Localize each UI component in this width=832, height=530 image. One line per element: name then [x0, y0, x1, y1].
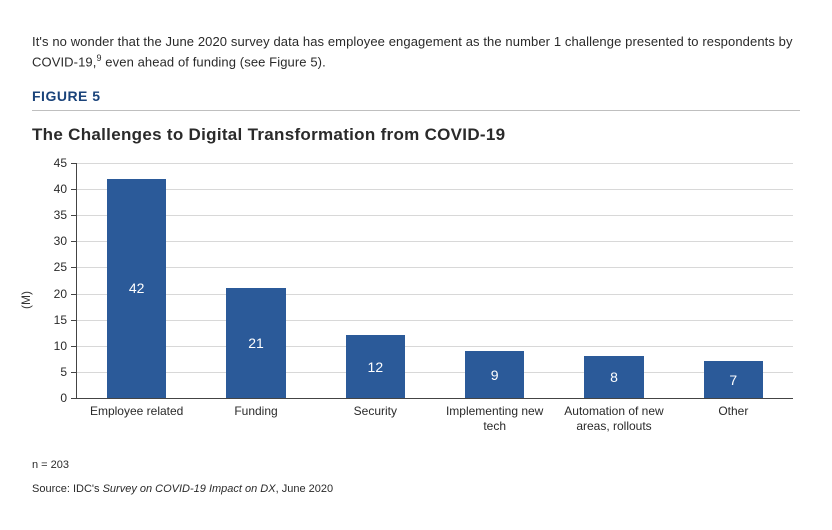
plot-area: 05101520253035404542Employee related21Fu… [76, 163, 793, 399]
y-tick-label: 40 [54, 182, 67, 196]
bar-value-label: 12 [368, 359, 384, 375]
bar: 8 [584, 356, 644, 398]
figure-label: FIGURE 5 [32, 88, 800, 104]
intro-text-after: even ahead of funding (see Figure 5). [102, 54, 326, 69]
bar-value-label: 7 [729, 372, 737, 388]
gridline [77, 215, 793, 216]
bar-value-label: 42 [129, 280, 145, 296]
source-suffix: , June 2020 [276, 483, 334, 495]
bar: 12 [346, 335, 406, 398]
bar: 9 [465, 351, 525, 398]
category-label: Other [678, 404, 788, 419]
bar-value-label: 9 [491, 367, 499, 383]
gridline [77, 346, 793, 347]
gridline [77, 294, 793, 295]
sample-size: n = 203 [32, 459, 800, 471]
gridline [77, 267, 793, 268]
category-label: Employee related [82, 404, 192, 419]
gridline [77, 372, 793, 373]
figure-divider [32, 110, 800, 111]
gridline [77, 189, 793, 190]
category-label: Funding [201, 404, 311, 419]
gridline [77, 320, 793, 321]
y-tick [71, 398, 77, 399]
chart-container: (M) 05101520253035404542Employee related… [32, 155, 797, 445]
y-tick-label: 10 [54, 339, 67, 353]
source-prefix: Source: IDC's [32, 483, 103, 495]
y-tick-label: 45 [54, 156, 67, 170]
bar-value-label: 21 [248, 335, 264, 351]
intro-paragraph: It's no wonder that the June 2020 survey… [32, 33, 800, 72]
page: It's no wonder that the June 2020 survey… [0, 0, 832, 507]
y-axis-label: (M) [19, 291, 33, 309]
source-title: Survey on COVID-19 Impact on DX [103, 483, 276, 495]
y-tick-label: 15 [54, 313, 67, 327]
y-tick-label: 5 [60, 365, 67, 379]
y-tick-label: 0 [60, 391, 67, 405]
bar: 42 [107, 179, 167, 398]
y-tick-label: 25 [54, 260, 67, 274]
y-tick-label: 35 [54, 208, 67, 222]
category-label: Security [320, 404, 430, 419]
chart-title: The Challenges to Digital Transformation… [32, 125, 800, 145]
category-label: Automation of new areas, rollouts [559, 404, 669, 434]
bar: 21 [226, 288, 286, 398]
category-label: Implementing new tech [440, 404, 550, 434]
y-tick-label: 30 [54, 234, 67, 248]
gridline [77, 163, 793, 164]
bar: 7 [704, 361, 764, 398]
bar-value-label: 8 [610, 369, 618, 385]
source-line: Source: IDC's Survey on COVID-19 Impact … [32, 483, 800, 495]
y-tick-label: 20 [54, 287, 67, 301]
gridline [77, 241, 793, 242]
